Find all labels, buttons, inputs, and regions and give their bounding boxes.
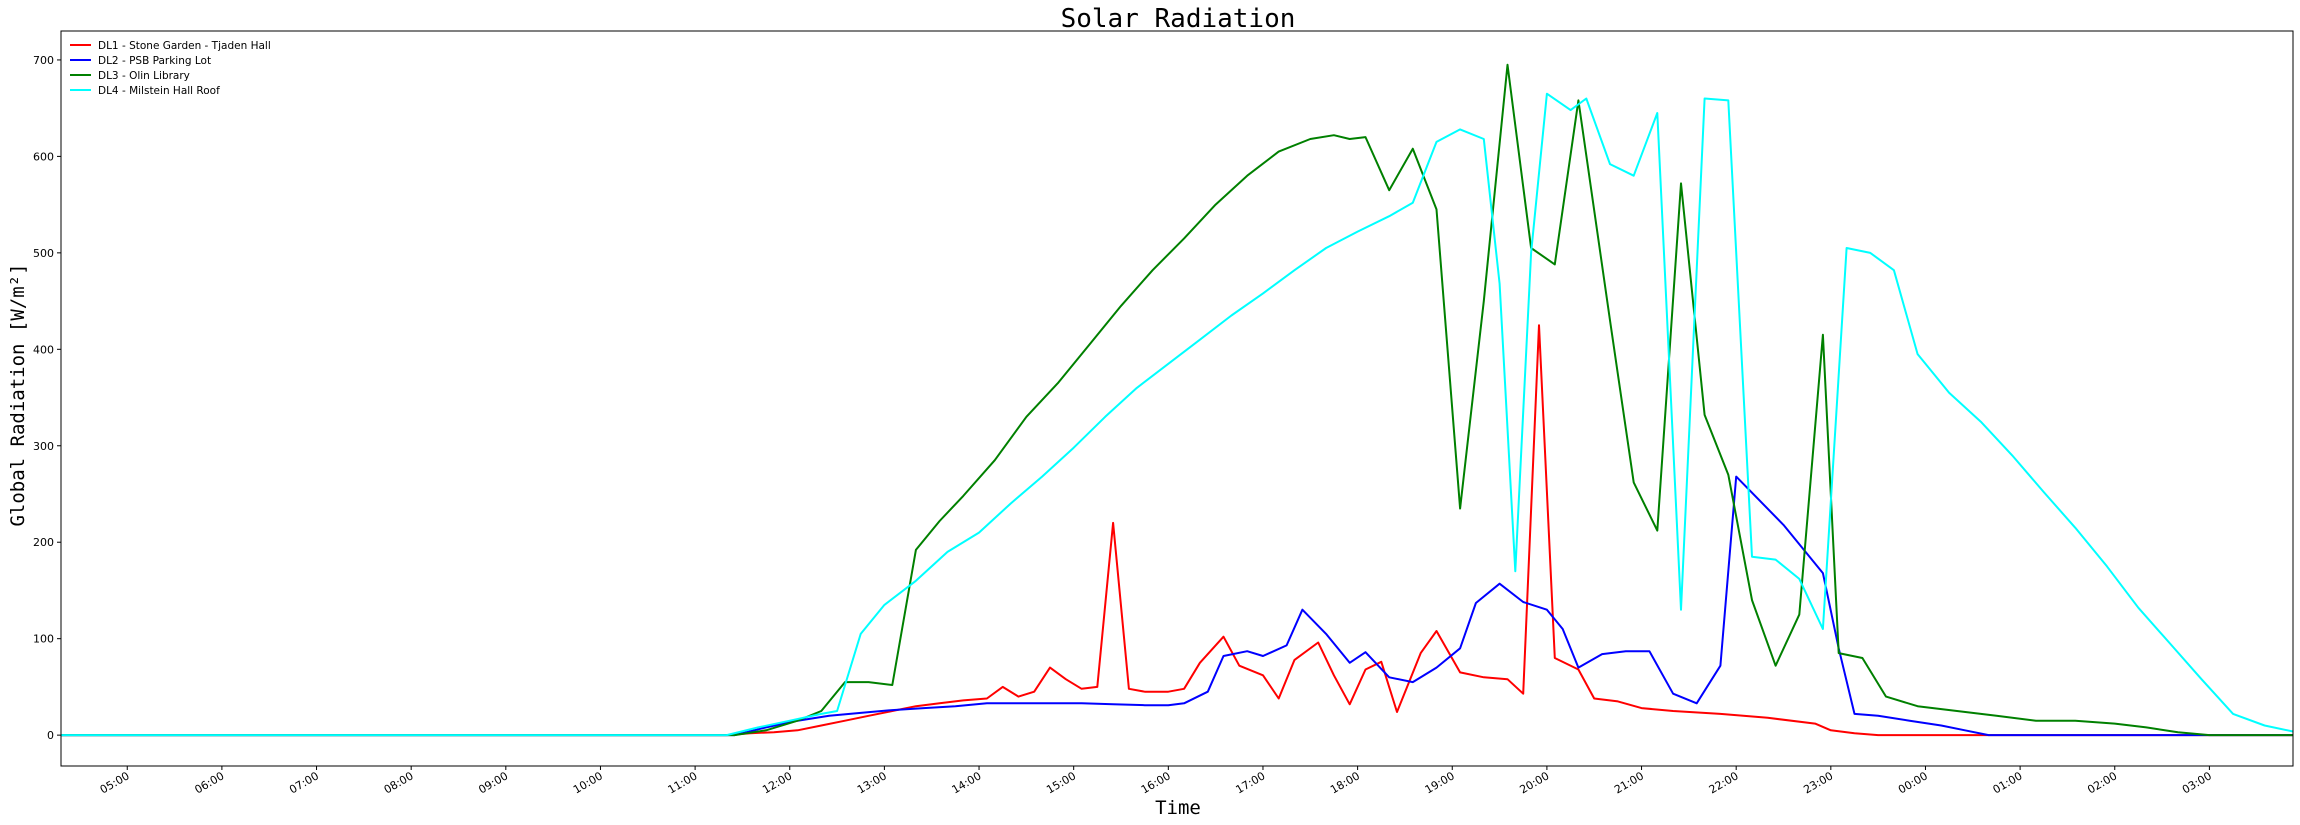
y-tick-label: 700 — [33, 54, 54, 67]
x-tick-label: 11:00 — [666, 769, 700, 796]
x-axis-label: Time — [1155, 797, 1201, 819]
legend-label: DL4 - Milstein Hall Roof — [98, 85, 220, 97]
y-axis-label: Global Radiation [W/m²] — [7, 263, 29, 526]
plot-area — [61, 63, 2293, 737]
legend-label: DL1 - Stone Garden - Tjaden Hall — [98, 40, 271, 52]
axes-frame — [60, 30, 2294, 767]
x-tick-label: 17:00 — [1234, 769, 1268, 796]
y-tick-label: 0 — [47, 729, 54, 742]
series-line-dl4 — [61, 92, 2293, 737]
series-line-dl2 — [61, 475, 2293, 737]
x-tick-label: 21:00 — [1612, 769, 1646, 796]
x-tick-label: 06:00 — [192, 769, 226, 796]
y-tick-label: 500 — [33, 247, 54, 260]
x-tick-label: 01:00 — [1991, 769, 2025, 796]
legend: DL1 - Stone Garden - Tjaden Hall DL2 - PS… — [70, 40, 271, 97]
x-tick-label: 19:00 — [1423, 769, 1457, 796]
y-tick-label: 100 — [33, 633, 54, 646]
x-tick-label: 08:00 — [382, 769, 416, 796]
chart-title: Solar Radiation — [1061, 4, 1296, 34]
x-tick-label: 12:00 — [760, 769, 794, 796]
x-tick-label: 13:00 — [855, 769, 889, 796]
x-tick-label: 00:00 — [1896, 769, 1930, 796]
x-tick-label: 03:00 — [2180, 769, 2214, 796]
x-tick-label: 14:00 — [950, 769, 984, 796]
series-line-dl3 — [61, 63, 2293, 737]
series-line-dl1 — [61, 324, 2293, 737]
x-tick-label: 15:00 — [1044, 769, 1078, 796]
y-tick-label: 600 — [33, 150, 54, 163]
x-tick-label: 10:00 — [571, 769, 605, 796]
x-tick-label: 18:00 — [1328, 769, 1362, 796]
x-tick-label: 02:00 — [2085, 769, 2119, 796]
x-tick-label: 23:00 — [1801, 769, 1835, 796]
legend-label: DL3 - Olin Library — [98, 70, 190, 82]
x-tick-label: 22:00 — [1707, 769, 1741, 796]
x-tick-label: 07:00 — [287, 769, 321, 796]
y-tick-label: 200 — [33, 536, 54, 549]
legend-label: DL2 - PSB Parking Lot — [98, 55, 211, 67]
x-tick-label: 20:00 — [1517, 769, 1551, 796]
y-tick-label: 400 — [33, 343, 54, 356]
x-tick-label: 16:00 — [1139, 769, 1173, 796]
axes: 0 100 200 300 400 500 600 700 05:00 06:00 07:00 08:… — [33, 30, 2294, 796]
y-tick-label: 300 — [33, 440, 54, 453]
x-tick-label: 09:00 — [476, 769, 510, 796]
x-tick-label: 05:00 — [98, 769, 132, 796]
